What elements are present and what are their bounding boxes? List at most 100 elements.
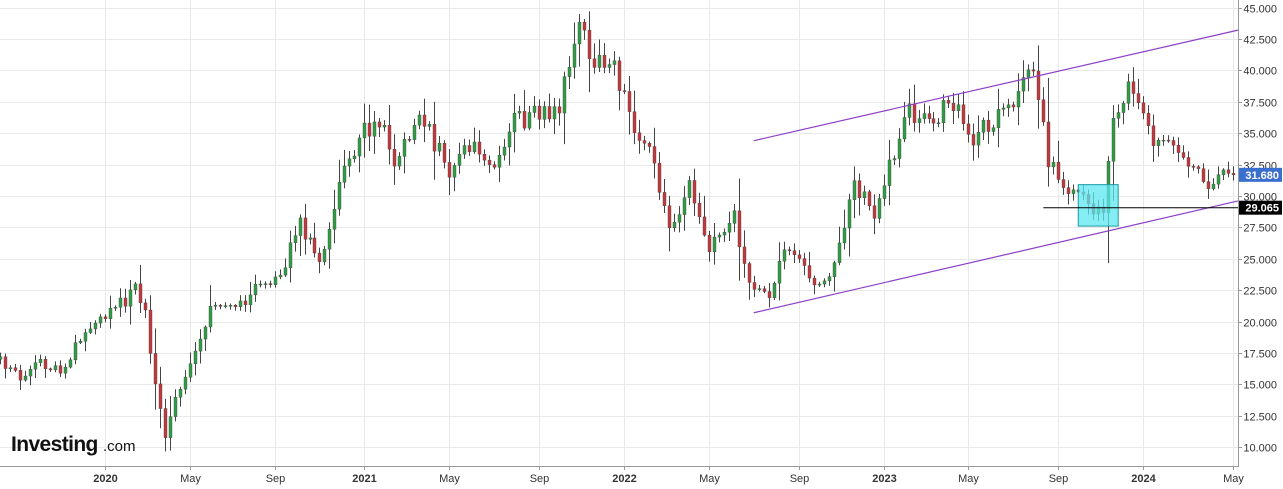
- candle: [452, 162, 457, 192]
- candle-body: [278, 274, 283, 278]
- candle: [557, 98, 562, 126]
- candle-body: [198, 338, 203, 352]
- candle-body: [517, 111, 522, 114]
- candle: [303, 203, 308, 255]
- y-tick-label: 37.500: [1243, 98, 1277, 110]
- candle: [981, 117, 986, 141]
- candle: [143, 298, 148, 318]
- candle-body: [148, 309, 153, 354]
- candle: [597, 39, 602, 73]
- candle: [148, 295, 153, 364]
- candle: [462, 138, 467, 159]
- candle-body: [1001, 107, 1006, 110]
- candle: [827, 272, 832, 286]
- candle-body: [627, 91, 632, 112]
- candle-body: [1156, 140, 1161, 146]
- candle-body: [867, 191, 872, 206]
- candle-body: [557, 106, 562, 114]
- candle-body: [852, 180, 857, 200]
- candle-body: [946, 100, 951, 104]
- candle: [1231, 166, 1236, 181]
- candle: [1161, 135, 1166, 146]
- candle-body: [677, 214, 682, 223]
- candle-body: [892, 158, 897, 161]
- candle: [941, 94, 946, 132]
- candle: [73, 334, 78, 365]
- candle-body: [38, 359, 43, 363]
- candle: [1131, 67, 1136, 107]
- candle: [852, 166, 857, 219]
- candle-body: [956, 104, 961, 111]
- candle-body: [397, 156, 402, 167]
- candle-body: [951, 103, 956, 111]
- candle-body: [183, 376, 188, 390]
- candle: [797, 250, 802, 263]
- candle-body: [138, 283, 143, 304]
- candle-body: [193, 350, 198, 364]
- candle-body: [1126, 81, 1131, 104]
- candle-body: [602, 54, 607, 68]
- candle: [198, 329, 203, 364]
- candle: [777, 242, 782, 301]
- candle: [772, 281, 777, 300]
- candle: [1121, 100, 1126, 125]
- candle: [178, 386, 183, 407]
- candle-body: [442, 143, 447, 163]
- candle-body: [168, 416, 173, 438]
- candle-body: [492, 164, 497, 168]
- candle-body: [472, 141, 477, 152]
- candle: [547, 93, 552, 123]
- candle: [627, 76, 632, 135]
- candle-body: [98, 316, 103, 324]
- candle: [278, 269, 283, 280]
- candle-body: [927, 113, 932, 119]
- candle: [832, 260, 837, 292]
- candle: [607, 58, 612, 74]
- candle: [507, 123, 512, 166]
- candle-body: [357, 137, 362, 157]
- candle-body: [737, 210, 742, 248]
- candle: [487, 155, 492, 174]
- candle: [847, 193, 852, 257]
- support-level-tag-box: [1239, 200, 1282, 215]
- candle: [617, 56, 622, 111]
- candle: [1186, 151, 1191, 178]
- candle: [1206, 169, 1211, 199]
- candle: [138, 264, 143, 314]
- candle-body: [43, 359, 48, 370]
- candle: [537, 99, 542, 130]
- candle: [218, 303, 223, 310]
- candle: [1216, 166, 1221, 189]
- candle-body: [702, 216, 707, 236]
- candle-body: [597, 54, 602, 68]
- candle: [78, 338, 83, 344]
- candle: [922, 103, 927, 124]
- candle: [542, 101, 547, 129]
- candle-body: [263, 283, 268, 285]
- candle-body: [387, 125, 392, 150]
- candle-body: [802, 258, 807, 266]
- price-tags: 31.680 29.065: [1239, 167, 1282, 215]
- candle-body: [347, 158, 352, 167]
- candle-body: [637, 132, 642, 141]
- candle: [492, 161, 497, 170]
- candle-body: [248, 294, 253, 306]
- candle-body: [173, 397, 178, 417]
- candle-body: [342, 165, 347, 183]
- candle-body: [787, 249, 792, 251]
- candle: [842, 209, 847, 250]
- candle-body: [153, 353, 158, 385]
- candle: [1041, 87, 1046, 126]
- y-tick-label: 22.500: [1243, 286, 1277, 298]
- candle: [562, 71, 567, 145]
- candle: [1021, 60, 1026, 104]
- candle: [1126, 73, 1131, 111]
- x-tick-label: 2021: [352, 473, 376, 485]
- candle-body: [452, 165, 457, 178]
- x-tick-label: Sep: [530, 473, 550, 485]
- candle: [233, 304, 238, 311]
- candle: [93, 320, 98, 335]
- candle: [727, 211, 732, 242]
- candle: [931, 112, 936, 132]
